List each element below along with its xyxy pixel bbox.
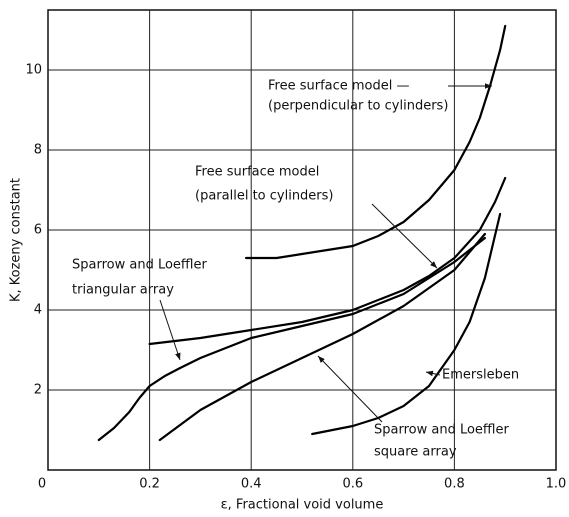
annotation-arrow [425,370,441,377]
curve [311,212,502,436]
x-tick-label: 0 [38,477,46,492]
annotation: Free surface model [195,165,319,180]
y-tick-label: 2 [34,383,42,398]
curve [97,236,486,442]
curve [158,232,486,442]
y-axis-label: K, Kozeny constant [9,178,24,302]
y-tick-label: 10 [25,63,42,78]
x-tick-label: 0.4 [241,477,262,492]
y-tick-label: 8 [34,143,42,158]
annotation: square array [374,445,457,460]
y-tick-label: 6 [34,223,42,238]
curve [148,176,507,346]
annotation: triangular array [72,283,174,298]
annotation: Sparrow and Loeffler [374,423,509,438]
y-tick-label: 4 [34,303,42,318]
annotation: Emersleben [442,368,519,383]
x-axis-label: ε, Fractional void volume [221,498,384,513]
x-tick-label: 0.2 [139,477,160,492]
annotation-arrow [371,203,438,269]
annotation: Free surface model — [268,79,410,94]
x-tick-label: 0.6 [342,477,363,492]
annotation: (perpendicular to cylinders) [268,99,448,114]
plot-frame [47,9,557,471]
annotation: (parallel to cylinders) [195,189,334,204]
curve [245,24,507,260]
x-tick-label: 1.0 [546,477,567,492]
annotation: Sparrow and Loeffler [72,258,207,273]
annotation-arrow [159,299,181,361]
annotation-arrow [317,355,383,423]
x-tick-label: 0.8 [444,477,465,492]
